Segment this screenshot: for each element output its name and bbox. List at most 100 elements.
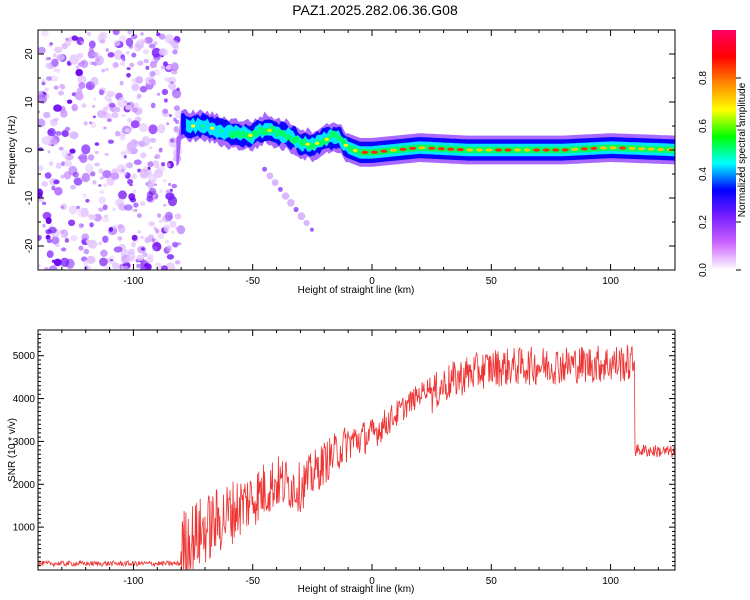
noise-speckle [104, 152, 109, 156]
noise-speckle [124, 128, 131, 133]
noise-speckle [168, 114, 172, 117]
noise-speckle [38, 118, 46, 128]
noise-speckle [64, 126, 71, 132]
noise-speckle [55, 107, 60, 111]
noise-speckle [60, 109, 68, 118]
noise-speckle [165, 240, 170, 244]
noise-speckle [123, 204, 133, 211]
noise-speckle [132, 189, 137, 194]
snr-ticks: -100 -50 0 50 100 1000 2000 3000 4000 5000 [13, 329, 675, 587]
noise-speckle [74, 91, 84, 101]
noise-speckle [88, 40, 96, 49]
trace-hotspot [361, 150, 369, 154]
colorbar-tick-label: 0.8 [698, 71, 709, 85]
noise-speckle [137, 213, 142, 219]
noise-speckle [102, 204, 108, 211]
noise-speckle [133, 102, 140, 108]
noise-speckle [164, 211, 173, 222]
noise-speckle [103, 126, 107, 130]
noise-speckle [92, 105, 96, 108]
noise-speckle [104, 67, 109, 72]
noise-speckle [66, 99, 73, 104]
trace-hotspot [238, 132, 243, 136]
noise-speckle [49, 75, 59, 82]
noise-speckle [112, 30, 120, 36]
noise-speckle [131, 242, 136, 248]
noise-speckle [174, 260, 181, 265]
ghost-speckle [271, 179, 279, 187]
noise-speckle [166, 253, 175, 260]
ghost-speckle [277, 186, 283, 192]
noise-speckle [134, 143, 138, 148]
noise-speckle [143, 59, 149, 64]
noise-speckle [153, 183, 157, 186]
noise-speckle [44, 172, 52, 179]
noise-speckle [71, 35, 79, 41]
trace-hotspot [428, 146, 436, 150]
noise-speckle [142, 49, 150, 55]
spectrogram-xtick-label: 50 [486, 276, 498, 287]
noise-speckle [87, 239, 98, 249]
noise-speckle [81, 172, 91, 183]
noise-speckle [112, 224, 120, 230]
trace-hotspot [324, 137, 329, 141]
noise-speckle [148, 124, 158, 135]
noise-speckle [126, 67, 131, 71]
snr-xtick-label: -100 [123, 576, 143, 587]
noise-speckle [111, 112, 119, 119]
noise-speckle [69, 131, 79, 140]
trace-hotspot [456, 148, 464, 152]
noise-speckle [149, 71, 156, 77]
noise-speckle [68, 205, 78, 215]
trace-hotspot [437, 147, 445, 151]
noise-speckle [138, 122, 148, 133]
noise-speckle [51, 185, 56, 191]
noise-speckle [68, 219, 76, 227]
noise-speckle [168, 182, 172, 186]
noise-speckle [152, 160, 159, 166]
noise-speckle [154, 154, 161, 159]
noise-speckle [166, 245, 173, 252]
noise-speckle [77, 75, 87, 84]
noise-speckle [48, 226, 57, 234]
noise-speckle [122, 57, 126, 62]
noise-speckle [112, 207, 116, 212]
noise-speckle [151, 47, 162, 58]
noise-speckle [148, 221, 156, 227]
trace-hotspot [485, 148, 493, 152]
colorbar-tick-label: 0.4 [698, 167, 709, 181]
noise-speckle [106, 90, 115, 97]
noise-speckle [140, 235, 144, 240]
noise-speckle [85, 163, 94, 174]
trace-hotspot [380, 149, 388, 153]
noise-speckle [163, 61, 168, 67]
noise-speckle [144, 236, 151, 244]
trace-hotspot [200, 124, 205, 128]
trace-hotspot [286, 134, 291, 138]
noise-speckle [53, 67, 57, 72]
noise-speckle [159, 48, 165, 54]
spectrogram-ytick-label: 10 [24, 96, 35, 108]
trace-hotspot [657, 147, 665, 152]
spectrogram-xtick-label: -100 [123, 276, 143, 287]
noise-speckle [98, 207, 104, 212]
trace-hotspot [533, 148, 541, 152]
noise-speckle [126, 141, 137, 152]
trace-hotspot [647, 147, 655, 151]
noise-speckle [63, 160, 73, 167]
noise-speckle [106, 118, 112, 123]
trace-hotspot [334, 134, 339, 138]
noise-speckle [98, 196, 106, 204]
ghost-speckle [287, 199, 295, 207]
noise-speckle [98, 168, 104, 174]
noise-speckle [173, 126, 179, 133]
noise-speckle [86, 31, 92, 37]
trace-hotspot [399, 147, 407, 151]
noise-speckle [53, 258, 62, 267]
noise-speckle [102, 170, 112, 179]
ghost-speckle [309, 227, 314, 232]
noise-speckle [142, 259, 147, 264]
colorbar-tick-label: 0.6 [698, 119, 709, 133]
noise-speckle [117, 97, 126, 108]
noise-speckle [83, 121, 88, 126]
